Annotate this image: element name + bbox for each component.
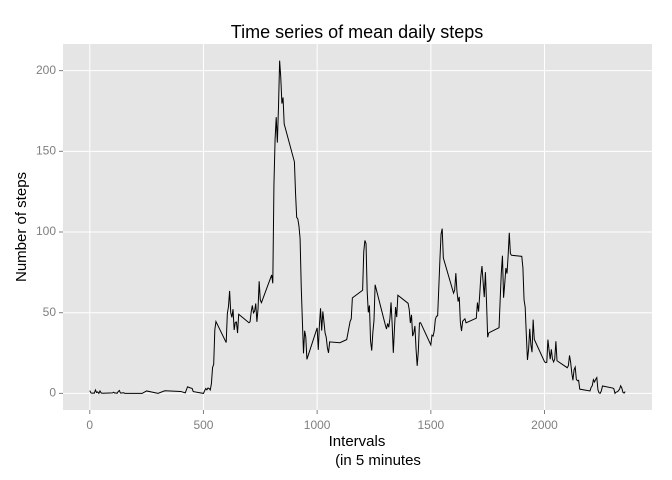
x-tick-label: 1000	[304, 418, 331, 432]
x-axis-title: (in 5 minutes	[335, 452, 421, 469]
x-tick-label: 500	[193, 418, 213, 432]
line	[89, 60, 626, 395]
y-tick-label: 0	[49, 386, 56, 400]
y-tick-label: 200	[36, 63, 56, 77]
chart-title: Time series of mean daily steps	[231, 22, 483, 42]
y-tick-label: 50	[43, 305, 57, 319]
x-axis-title: Intervals	[329, 433, 386, 450]
x-tick-label: 0	[86, 418, 93, 432]
y-tick-label: 100	[36, 224, 56, 238]
y-tick-label: 150	[36, 143, 56, 157]
plot-panel	[63, 44, 652, 410]
x-tick-label: 2000	[531, 418, 558, 432]
x-tick-label: 1500	[417, 418, 444, 432]
y-axis-title: Number of steps	[13, 172, 30, 282]
